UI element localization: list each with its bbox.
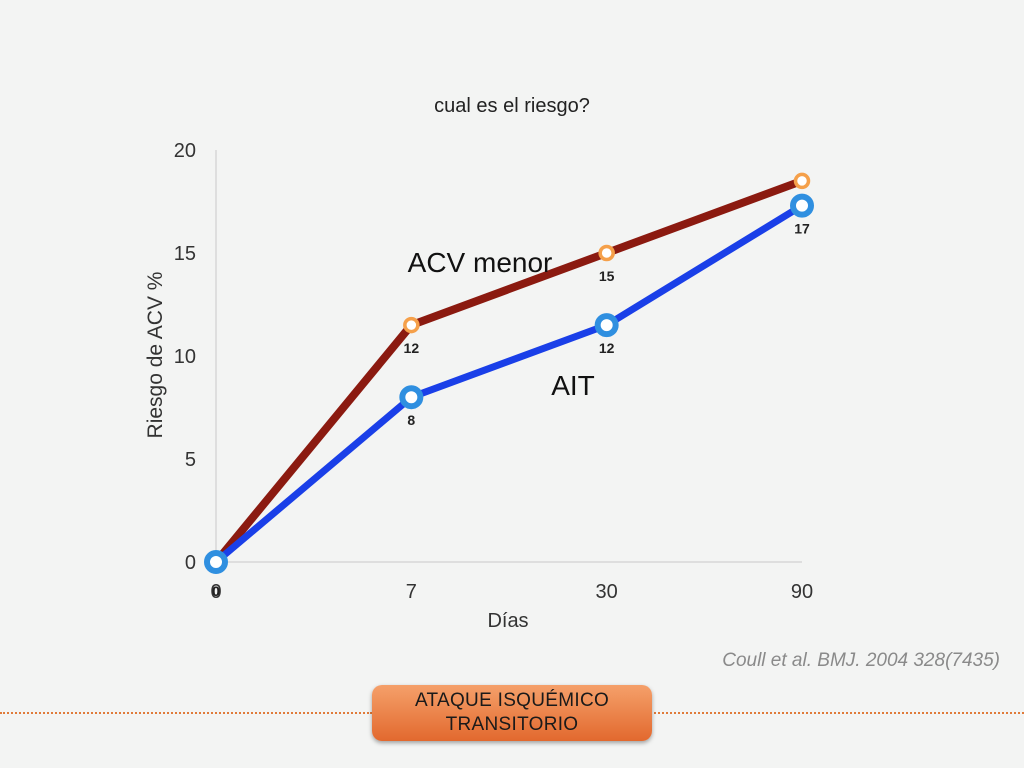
data-point: [793, 172, 811, 190]
footer-title-badge: ATAQUE ISQUÉMICO TRANSITORIO: [372, 685, 652, 741]
data-label: 15: [599, 268, 615, 284]
y-tick-label: 15: [174, 243, 196, 265]
y-tick-label: 5: [185, 449, 196, 471]
series-ait: 0 8 12 17 AIT: [204, 193, 814, 599]
y-tick-label: 10: [174, 346, 196, 368]
citation: Coull et al. BMJ. 2004 328(7435): [722, 650, 1000, 671]
footer-title-line2: TRANSITORIO: [445, 714, 579, 735]
data-point: [403, 316, 420, 334]
series-name-label: AIT: [551, 370, 595, 401]
data-point: [399, 385, 424, 410]
x-tick-label: 30: [596, 581, 618, 603]
data-label: 0: [212, 583, 220, 599]
data-label: 8: [407, 412, 415, 428]
data-point: [598, 244, 615, 262]
chart-title: cual es el riesgo?: [434, 95, 590, 117]
series-acv-menor: 0121519ACV menor: [207, 172, 811, 599]
x-axis-label: Días: [487, 610, 528, 632]
series-name-label: ACV menor: [408, 247, 553, 278]
data-label: 17: [794, 221, 810, 237]
x-tick-label: 7: [406, 581, 417, 603]
series-line: [212, 176, 806, 566]
axes: 0 5 10 15 20 0 7 30 90: [174, 140, 813, 603]
y-tick-label: 20: [174, 140, 196, 162]
y-tick-label: 0: [185, 552, 196, 574]
y-axis-label: Riesgo de ACV %: [144, 272, 167, 439]
x-tick-label: 90: [791, 581, 813, 603]
data-label: 0: [212, 583, 220, 599]
data-label: 12: [599, 340, 615, 356]
stroke-risk-chart: cual es el riesgo? Riesgo de ACV % Días …: [144, 95, 814, 632]
data-point: [790, 193, 814, 218]
series-line: [212, 202, 806, 566]
data-point: [594, 313, 619, 338]
footer-divider-right: [654, 712, 1024, 714]
data-point: [204, 550, 228, 574]
data-label: 12: [404, 340, 420, 356]
x-tick-label: 0: [210, 581, 221, 603]
footer-divider-left: [0, 712, 372, 714]
footer-title-line1: ATAQUE ISQUÉMICO: [414, 690, 610, 711]
